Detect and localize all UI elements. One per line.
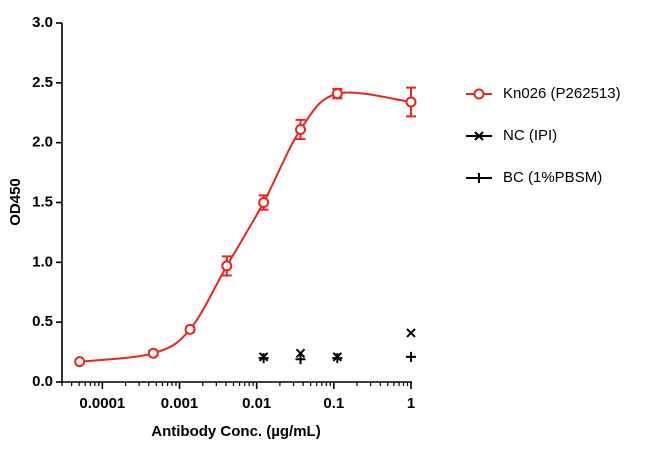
legend-marker (474, 131, 484, 141)
x-tick-label: 0.1 (323, 395, 344, 412)
legend-marker (473, 88, 485, 100)
x-tick-label: 0.01 (242, 395, 271, 412)
data-point (406, 351, 416, 362)
data-point (258, 353, 269, 364)
y-tick-label: 3.0 (32, 14, 53, 31)
data-point (332, 353, 343, 364)
data-point (406, 328, 416, 338)
x-tick-label: 1 (407, 395, 415, 412)
y-tick-label: 2.5 (32, 74, 53, 91)
legend-label: NC (IPI) (503, 127, 557, 144)
legend-marker (474, 173, 484, 183)
data-point (405, 96, 417, 108)
data-point (147, 347, 159, 359)
data-point (74, 356, 86, 368)
y-tick-label: 2.0 (32, 134, 53, 151)
y-axis-label: OD450 (7, 178, 24, 226)
data-point (221, 260, 233, 272)
x-tick-label: 0.001 (161, 395, 199, 412)
y-tick-label: 0.0 (32, 373, 53, 390)
legend-label: BC (1%PBSM) (503, 169, 602, 186)
data-point (258, 197, 270, 208)
data-point (295, 348, 306, 358)
data-point (331, 88, 343, 100)
x-tick-label: 0.0001 (79, 395, 125, 412)
x-axis-label: Antibody Conc. (µg/mL) (151, 423, 320, 440)
fit-curve (79, 91, 412, 363)
y-tick-label: 0.5 (32, 313, 53, 330)
data-point (184, 323, 196, 335)
data-point (295, 124, 307, 136)
y-tick-label: 1.5 (32, 193, 53, 210)
legend-label: Kn026 (P262513) (503, 85, 621, 102)
data-point (295, 354, 306, 365)
y-tick-label: 1.0 (32, 253, 53, 270)
